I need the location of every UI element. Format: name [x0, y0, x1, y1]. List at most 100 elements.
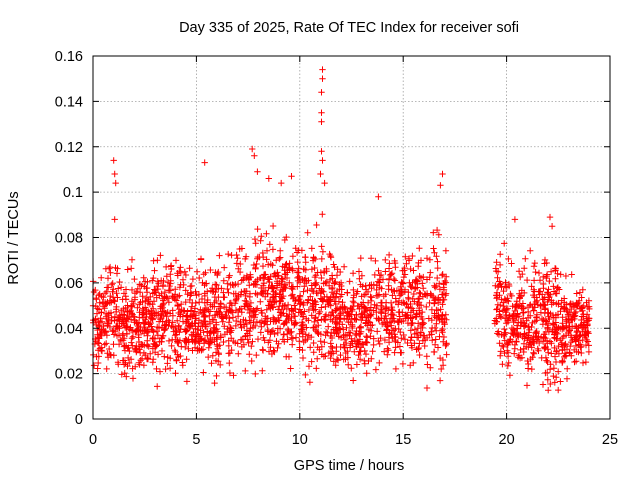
- data-point: [102, 265, 110, 272]
- data-point: [104, 275, 112, 282]
- data-point: [443, 351, 450, 358]
- data-point: [494, 305, 501, 313]
- y-tick-label: 0: [75, 412, 83, 428]
- data-point: [187, 307, 195, 314]
- data-point: [374, 328, 381, 335]
- data-point: [407, 327, 414, 334]
- data-point: [259, 346, 266, 353]
- data-point: [158, 335, 165, 342]
- data-point: [321, 179, 328, 187]
- data-point: [442, 311, 449, 318]
- data-point: [176, 268, 183, 275]
- data-point: [544, 369, 551, 376]
- data-point: [154, 383, 161, 390]
- data-point: [128, 335, 136, 342]
- data-point: [243, 301, 251, 308]
- data-point: [188, 332, 196, 339]
- data-point: [285, 327, 292, 334]
- data-point: [380, 292, 387, 300]
- data-point: [568, 334, 575, 341]
- data-point: [160, 277, 167, 285]
- data-point: [550, 283, 557, 290]
- data-point: [413, 313, 420, 320]
- data-point: [265, 175, 272, 182]
- data-point: [200, 310, 207, 318]
- data-point: [501, 240, 508, 247]
- data-point: [210, 329, 217, 336]
- data-point: [559, 320, 566, 327]
- data-point: [127, 316, 135, 323]
- data-point: [207, 287, 215, 294]
- data-point: [234, 313, 242, 320]
- data-point: [98, 274, 105, 281]
- data-point: [280, 292, 287, 300]
- data-point: [353, 361, 361, 368]
- data-point: [254, 335, 262, 343]
- data-point: [336, 325, 343, 332]
- data-point: [340, 263, 348, 270]
- data-point: [298, 326, 305, 333]
- data-point: [160, 297, 167, 304]
- data-point: [123, 373, 130, 380]
- data-point: [409, 252, 416, 260]
- data-point: [559, 326, 566, 333]
- data-point: [386, 260, 393, 267]
- data-point: [334, 320, 341, 327]
- data-point: [129, 342, 136, 349]
- data-point: [408, 333, 415, 341]
- data-point: [505, 280, 513, 288]
- data-point: [95, 340, 103, 347]
- tick-layer: 0 0.02 0.04 0.06 0.08 0.1 0.12 0.14 0.16 0 5 10 15 20…: [55, 49, 618, 448]
- data-point: [182, 338, 189, 345]
- data-point: [272, 293, 280, 300]
- data-point: [136, 281, 143, 288]
- data-point: [390, 275, 398, 283]
- data-point: [261, 274, 268, 281]
- data-point: [284, 301, 292, 309]
- data-point: [118, 371, 125, 378]
- data-point: [221, 264, 228, 271]
- data-point: [367, 255, 375, 262]
- data-point: [523, 317, 530, 324]
- data-point: [395, 325, 402, 333]
- data-point: [492, 282, 499, 289]
- data-point: [269, 246, 277, 253]
- data-point: [557, 378, 564, 385]
- data-point: [156, 292, 163, 299]
- data-point: [254, 305, 261, 312]
- data-point: [562, 340, 569, 348]
- data-point: [391, 336, 399, 344]
- data-point: [288, 173, 295, 180]
- data-point: [277, 309, 284, 316]
- data-point: [217, 332, 224, 340]
- data-point: [267, 344, 274, 351]
- data-point: [187, 313, 194, 320]
- data-point: [506, 372, 514, 379]
- data-point: [536, 277, 544, 284]
- data-point: [413, 277, 420, 284]
- data-point: [294, 283, 301, 290]
- data-point: [120, 343, 128, 350]
- data-point: [516, 355, 524, 362]
- data-point: [524, 337, 531, 344]
- data-point: [535, 269, 543, 277]
- data-point: [522, 255, 529, 262]
- data-point: [530, 334, 537, 341]
- data-point: [368, 311, 375, 318]
- data-point: [562, 352, 569, 359]
- data-point: [125, 313, 133, 320]
- data-point: [578, 349, 585, 357]
- data-point: [391, 349, 398, 356]
- data-point: [264, 315, 271, 322]
- data-point: [234, 340, 241, 347]
- data-point: [333, 348, 340, 355]
- data-point: [181, 268, 188, 275]
- data-point: [493, 315, 500, 322]
- data-point: [415, 295, 422, 303]
- data-point: [331, 280, 338, 287]
- data-point: [543, 272, 550, 280]
- data-point: [252, 240, 259, 247]
- data-point: [535, 333, 542, 340]
- data-point: [416, 351, 423, 359]
